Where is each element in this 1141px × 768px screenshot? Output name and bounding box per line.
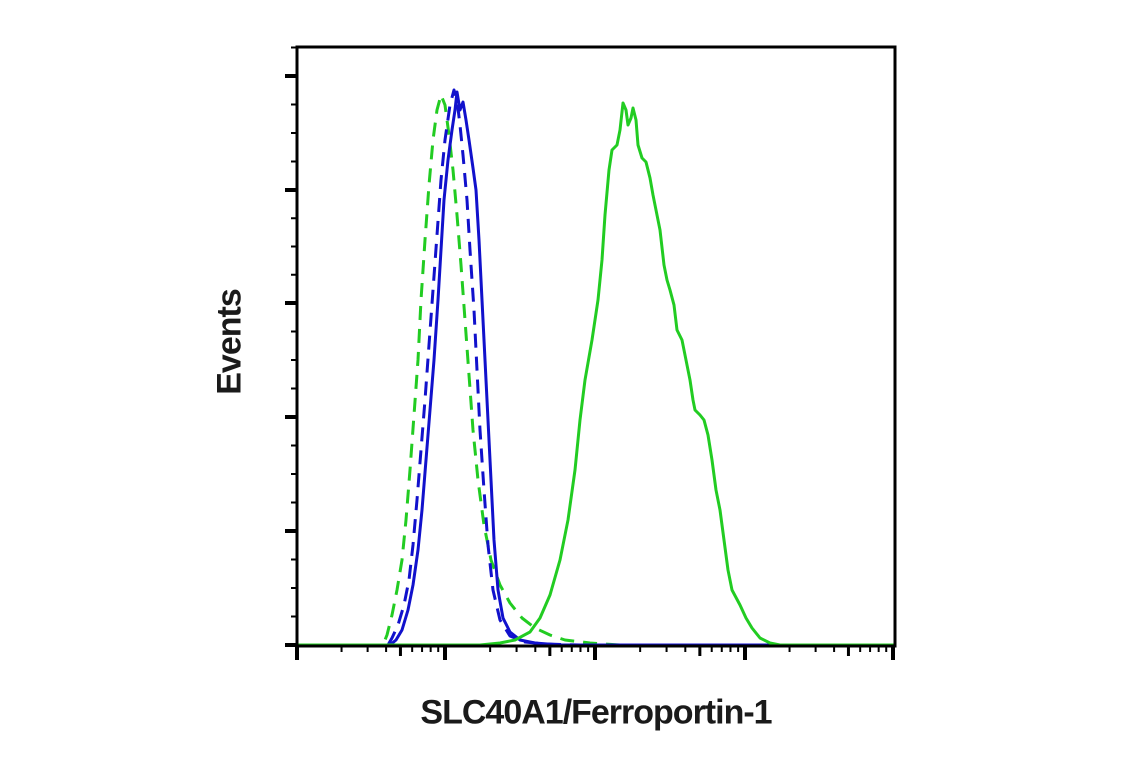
series-green-dashed <box>297 93 895 647</box>
plot-border <box>295 45 897 648</box>
series-green-solid <box>297 101 895 647</box>
y-axis-label: Events <box>210 289 249 395</box>
x-axis-ticks <box>295 646 895 660</box>
x-axis-label: SLC40A1/Ferroportin-1 <box>420 693 772 732</box>
y-axis-ticks <box>285 46 297 647</box>
series-blue-dashed <box>297 88 895 647</box>
series-blue-solid <box>297 90 895 647</box>
histogram-curves <box>297 88 895 647</box>
plot-frame <box>295 45 897 648</box>
